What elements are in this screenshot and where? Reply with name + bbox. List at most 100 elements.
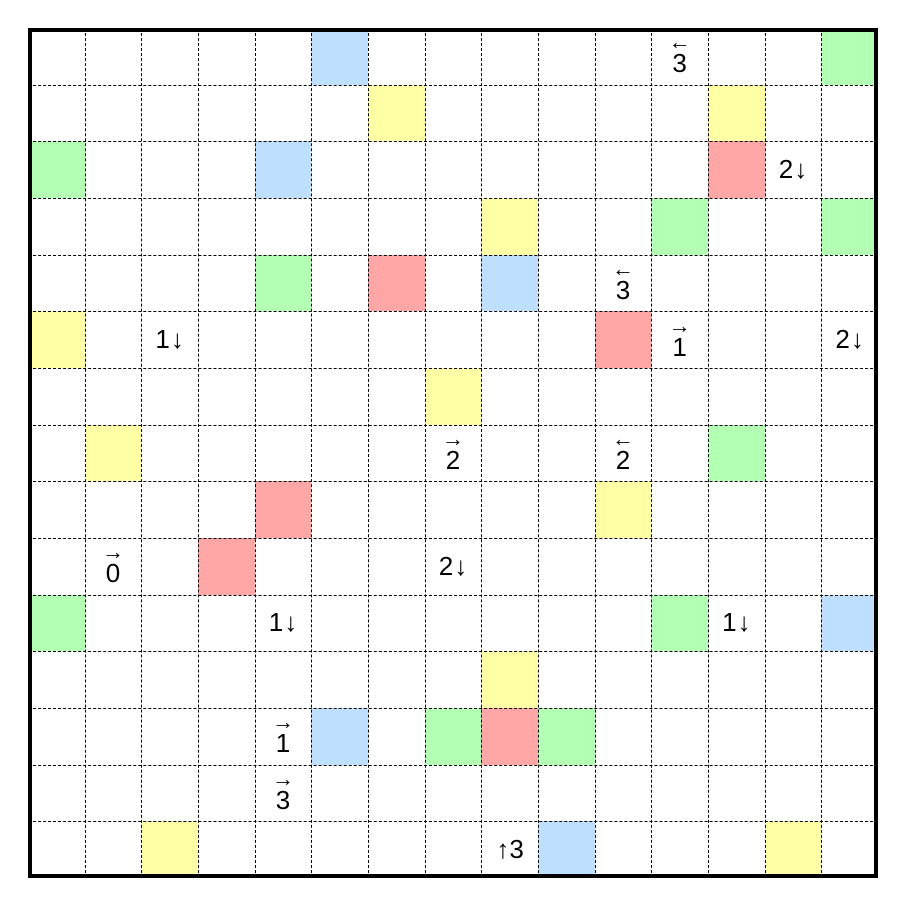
clue-down[interactable]: 2 ↓ <box>765 141 822 198</box>
arrow-right-icon: → <box>101 539 124 565</box>
clue-down[interactable]: 1 ↓ <box>141 311 198 368</box>
shaded-cell-blue[interactable] <box>481 254 538 312</box>
shaded-cell-green[interactable] <box>651 198 708 255</box>
shaded-cell-blue[interactable] <box>254 141 312 198</box>
clue-number: 1 <box>722 607 737 638</box>
clue-number: 1 <box>672 331 687 362</box>
arrow-down-icon: ↓ <box>284 607 298 638</box>
shaded-cell-yellow[interactable] <box>481 198 538 255</box>
clue-right[interactable]: → 2 <box>425 425 482 482</box>
shaded-cell-green[interactable] <box>708 424 765 482</box>
clue-number: 1 <box>155 324 170 355</box>
shaded-cell-green[interactable] <box>538 708 595 765</box>
grid-line <box>708 28 709 878</box>
clue-number: 2 <box>438 550 454 581</box>
arrow-up-icon: ↑ <box>496 834 510 865</box>
clue-right[interactable]: → 0 <box>85 538 142 595</box>
shaded-cell-red[interactable] <box>708 141 765 198</box>
grid-line <box>538 28 539 878</box>
grid-line <box>28 538 878 539</box>
grid-line <box>28 708 878 709</box>
grid-line <box>424 28 426 878</box>
shaded-cell-blue[interactable] <box>821 594 878 652</box>
shaded-cell-green[interactable] <box>821 28 878 85</box>
clue-up[interactable]: ↑ 3 <box>481 821 538 878</box>
shaded-cell-yellow[interactable] <box>141 821 198 878</box>
arrow-down-icon: ↓ <box>794 154 808 185</box>
shaded-cell-blue[interactable] <box>311 708 368 765</box>
arrow-left-icon: ← <box>611 425 634 451</box>
grid-line <box>821 28 823 878</box>
clue-left[interactable]: ← 3 <box>651 28 708 85</box>
clue-number: 0 <box>105 558 121 589</box>
clue-down[interactable]: 2 ↓ <box>425 538 482 595</box>
shaded-cell-yellow[interactable] <box>708 84 765 142</box>
grid-line <box>28 141 878 143</box>
clue-number: 2 <box>445 444 461 475</box>
grid-line <box>28 198 878 199</box>
clue-number: 2 <box>615 444 631 475</box>
grid-line <box>141 28 143 878</box>
grid-line <box>28 424 878 426</box>
arrow-right-icon: → <box>271 709 294 735</box>
shaded-cell-green[interactable] <box>821 198 878 255</box>
shaded-cell-yellow[interactable] <box>368 84 425 142</box>
grid-line <box>28 254 878 256</box>
clue-left[interactable]: ← 3 <box>595 255 652 312</box>
grid-line <box>84 28 86 878</box>
shaded-cell-red[interactable] <box>594 311 652 368</box>
arrow-right-icon: → <box>668 312 691 338</box>
clue-number: 3 <box>615 274 631 305</box>
arrow-right-icon: → <box>441 425 464 451</box>
shaded-cell-green[interactable] <box>424 708 482 765</box>
arrow-down-icon: ↓ <box>737 607 751 638</box>
grid-line <box>198 28 199 878</box>
grid-line <box>764 28 766 878</box>
clue-number: 3 <box>672 48 687 79</box>
clue-number: 1 <box>268 607 284 638</box>
shaded-cell-yellow[interactable] <box>594 481 652 538</box>
arrow-left-icon: ← <box>611 255 634 281</box>
shaded-cell-red[interactable] <box>481 708 538 765</box>
shaded-cell-yellow[interactable] <box>84 424 142 482</box>
shaded-cell-yellow[interactable] <box>481 651 538 708</box>
grid-line <box>28 651 878 653</box>
clue-right[interactable]: → 1 <box>255 708 312 765</box>
shaded-cell-green[interactable] <box>651 594 708 652</box>
shaded-cell-blue[interactable] <box>538 821 595 878</box>
clue-down[interactable]: 1 ↓ <box>255 595 312 652</box>
grid-line <box>481 28 483 878</box>
clue-number: 1 <box>275 728 291 759</box>
clue-number: 3 <box>509 834 524 865</box>
grid-line <box>28 481 878 483</box>
clue-left[interactable]: ← 2 <box>595 425 652 482</box>
shaded-cell-green[interactable] <box>28 141 85 198</box>
shaded-cell-green[interactable] <box>254 254 312 312</box>
shaded-cell-green[interactable] <box>28 594 85 652</box>
shaded-cell-red[interactable] <box>198 538 255 595</box>
clue-number: 2 <box>835 324 850 355</box>
grid-line <box>651 28 653 878</box>
clue-down[interactable]: 2 ↓ <box>821 311 878 368</box>
grid-line <box>254 28 256 878</box>
clue-number: 3 <box>275 784 291 815</box>
puzzle-grid: ← 3 2 ↓ ← 3 1 ↓ → 1 2 ↓ → 2 ← 2 → 0 2 ↓ 1 ↓ 1 ↓ → 1 → 3 ↑ 3 <box>28 28 878 878</box>
arrow-down-icon: ↓ <box>850 324 864 355</box>
grid-line <box>28 368 878 369</box>
arrow-down-icon: ↓ <box>170 324 184 355</box>
grid-line <box>28 311 878 313</box>
shaded-cell-red[interactable] <box>368 254 425 312</box>
arrow-left-icon: ← <box>668 29 691 55</box>
shaded-cell-yellow[interactable] <box>28 311 85 368</box>
shaded-cell-yellow[interactable] <box>764 821 822 878</box>
shaded-cell-red[interactable] <box>254 481 312 538</box>
clue-right[interactable]: → 3 <box>255 765 312 822</box>
grid-line <box>28 594 878 596</box>
arrow-right-icon: → <box>271 765 294 791</box>
shaded-cell-yellow[interactable] <box>424 368 482 425</box>
grid-line <box>28 84 878 86</box>
clue-down[interactable]: 1 ↓ <box>708 595 765 652</box>
clue-right[interactable]: → 1 <box>651 311 708 368</box>
arrow-down-icon: ↓ <box>454 550 468 581</box>
shaded-cell-blue[interactable] <box>311 28 368 85</box>
